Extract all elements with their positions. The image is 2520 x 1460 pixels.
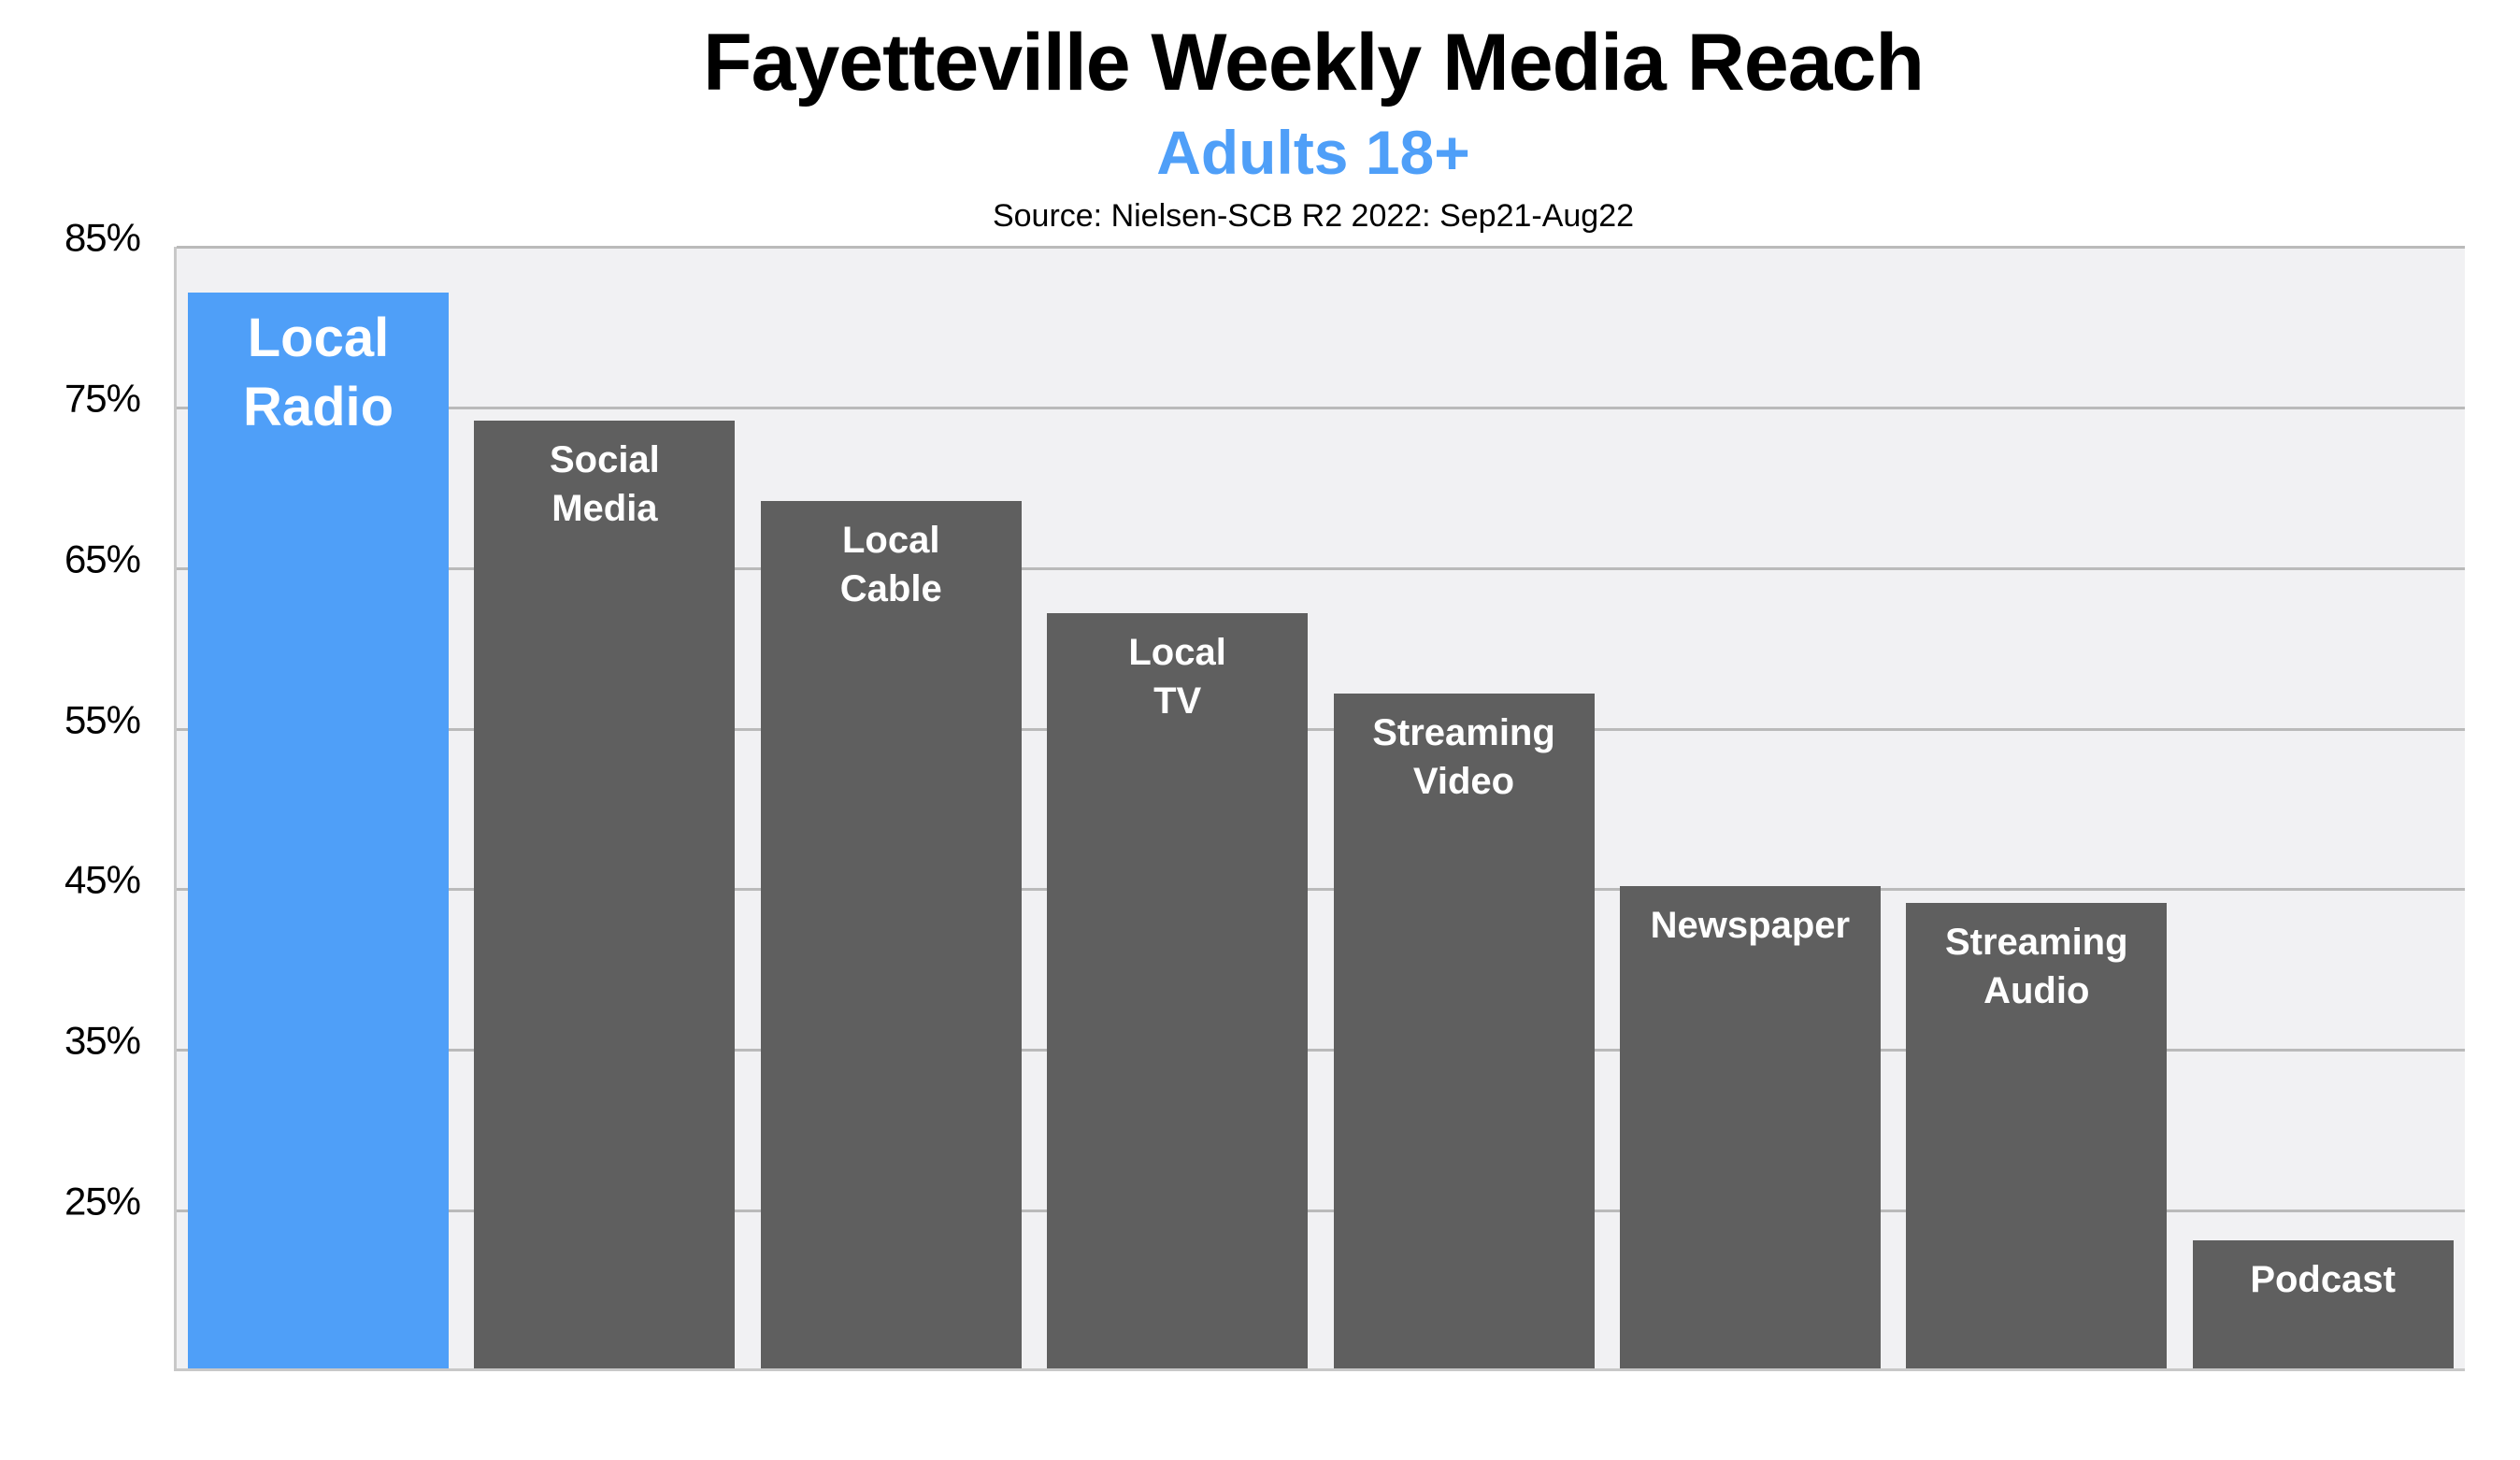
- bar-label: Streaming Video: [1372, 712, 1555, 803]
- bar-streaming-audio: Streaming Audio: [1906, 902, 2168, 1368]
- y-tick-label: 25%: [64, 1179, 141, 1224]
- bar-local-cable: Local Cable: [760, 500, 1022, 1368]
- bar-label: Local TV: [1128, 632, 1226, 723]
- gridline: [177, 727, 2465, 731]
- bar-streaming-video: Streaming Video: [1333, 694, 1595, 1368]
- gridline: [177, 1210, 2465, 1213]
- gridline: [177, 888, 2465, 892]
- bar-label: Local Cable: [839, 519, 942, 609]
- bar-local-radio: Local Radio: [188, 292, 449, 1368]
- gridline: [177, 406, 2465, 409]
- chart-title: Fayetteville Weekly Media Reach: [703, 18, 1925, 107]
- bar-podcast: Podcast: [2192, 1239, 2454, 1368]
- y-tick-label: 45%: [64, 857, 141, 902]
- bar-newspaper: Newspaper: [1619, 886, 1881, 1368]
- y-tick-label: 65%: [64, 537, 141, 581]
- chart-subtitle: Adults 18+: [1156, 118, 1470, 187]
- bar-social-media: Social Media: [474, 421, 736, 1368]
- chart-source: Source: Nielsen-SCB R2 2022: Sep21-Aug22: [992, 198, 1635, 234]
- bar-label: Local Radio: [242, 307, 394, 437]
- y-tick-label: 75%: [64, 376, 141, 421]
- bar-label: Newspaper: [1650, 905, 1851, 947]
- bar-local-tv: Local TV: [1047, 613, 1309, 1368]
- gridline: [177, 1049, 2465, 1052]
- y-tick-label: 85%: [64, 215, 141, 260]
- bar-label: Podcast: [2250, 1258, 2396, 1300]
- plot-area: Local Radio Social Media Local Cable Local …: [174, 246, 2465, 1371]
- bar-label: Social Media: [549, 439, 660, 530]
- bar-label: Streaming Audio: [1944, 921, 2128, 1011]
- y-tick-label: 35%: [64, 1018, 141, 1063]
- gridline: [177, 566, 2465, 570]
- y-tick-label: 55%: [64, 696, 141, 741]
- gridline: [177, 246, 2465, 249]
